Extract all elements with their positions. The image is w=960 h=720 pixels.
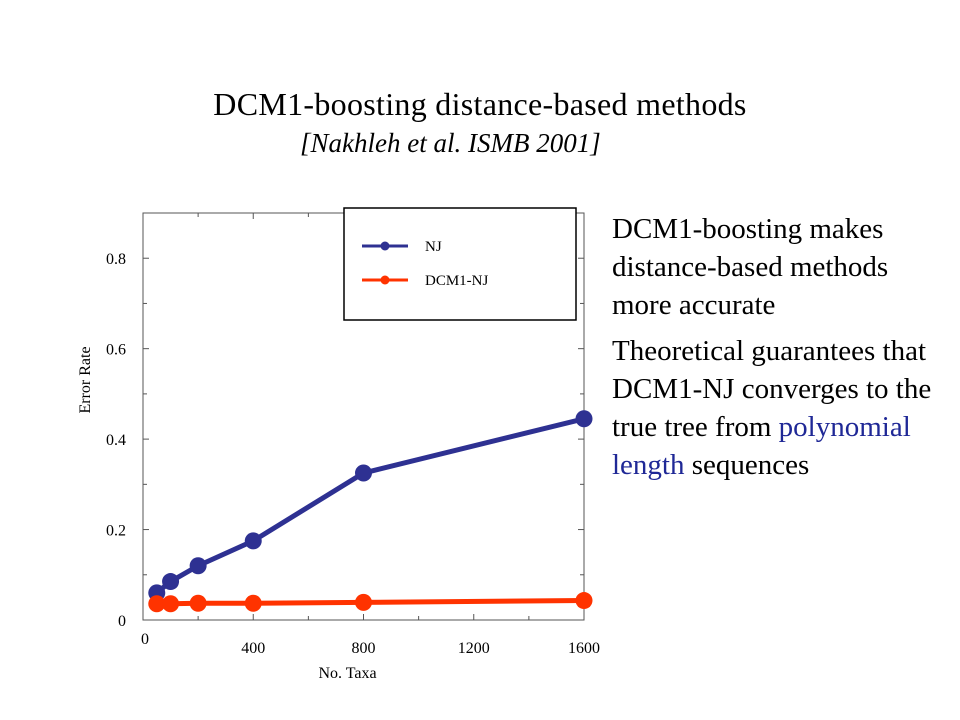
bullet-2-highlight: polynomial length xyxy=(612,411,911,481)
legend-label: NJ xyxy=(425,239,442,255)
data-point xyxy=(244,532,262,550)
data-point xyxy=(189,594,207,612)
data-point xyxy=(575,592,593,610)
series-layer xyxy=(148,410,593,613)
data-point xyxy=(244,594,262,612)
y-tick-label: 0.4 xyxy=(106,432,126,449)
y-tick-label: 0.2 xyxy=(106,523,126,540)
bullet-2-text: Theoretical guarantees that DCM1-NJ conv… xyxy=(612,335,932,443)
legend-marker xyxy=(380,275,390,285)
legend: NJ DCM1-NJ xyxy=(343,207,577,321)
series-line xyxy=(155,416,585,595)
data-point xyxy=(162,595,180,613)
x-tick-label: 400 xyxy=(241,640,265,657)
axis-labels: No. Taxa Error Rate xyxy=(77,346,377,682)
x-tick-label: 1600 xyxy=(568,640,600,657)
data-point xyxy=(355,464,372,482)
y-axis-label: Error Rate xyxy=(77,346,94,413)
data-point xyxy=(575,410,593,428)
slide-citation: [Nakhleh et al. ISMB 2001] xyxy=(300,128,601,158)
legend-box xyxy=(343,207,577,321)
axis-ticks: 0 0.2 0.4 0.6 0.8 0 400 800 1200 1600 xyxy=(106,212,600,657)
data-point xyxy=(189,557,207,575)
y-tick-label: 0 xyxy=(118,613,126,630)
x-tick-label: 0 xyxy=(141,631,149,648)
legend-marker xyxy=(380,241,390,251)
bullet-2-tail: sequences xyxy=(684,449,810,481)
bullet-2: Theoretical guarantees that DCM1-NJ conv… xyxy=(612,332,952,484)
y-tick-label: 0.8 xyxy=(106,251,126,268)
x-tick-label: 1200 xyxy=(458,640,490,657)
data-point xyxy=(148,595,166,613)
bullet-list: DCM1-boosting makes distance-based metho… xyxy=(612,210,952,492)
x-tick-label: 800 xyxy=(352,640,376,657)
data-point xyxy=(162,573,180,591)
data-point xyxy=(355,593,372,611)
legend-label: DCM1-NJ xyxy=(425,273,489,289)
slide-title: DCM1-boosting distance-based methods xyxy=(213,86,747,122)
x-axis-label: No. Taxa xyxy=(318,665,376,682)
bullet-1: DCM1-boosting makes distance-based metho… xyxy=(612,213,889,321)
y-tick-label: 0.6 xyxy=(106,342,126,359)
